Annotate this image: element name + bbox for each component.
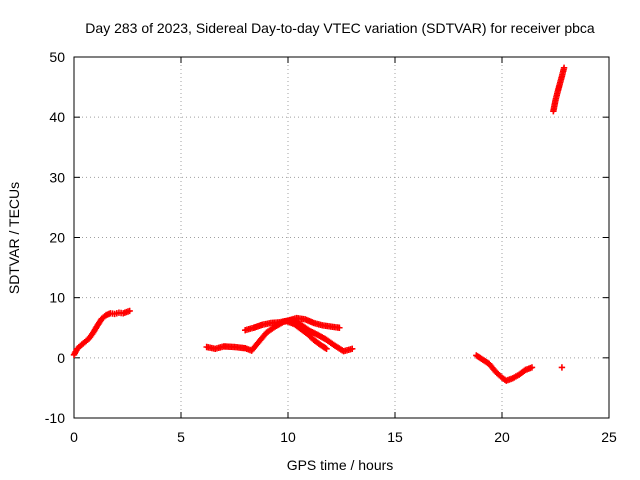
data-point [528,364,536,371]
data-point [560,64,568,72]
data-points [70,64,568,384]
data-point [558,364,566,371]
x-tick-label: 15 [387,429,403,445]
data-point [323,345,330,353]
data-point [336,324,343,331]
y-tick-label: 20 [49,230,65,246]
y-tick-label: 30 [49,169,65,185]
y-tick-label: 0 [57,350,65,366]
y-tick-label: 10 [49,290,65,306]
x-tick-label: 5 [177,429,185,445]
y-tick-label: 50 [49,49,65,65]
y-axis-label: SDTVAR / TECUs [6,182,22,294]
chart-title: Day 283 of 2023, Sidereal Day-to-day VTE… [85,20,595,36]
y-tick-label: -10 [45,410,65,426]
data-point [126,307,133,315]
x-tick-label: 25 [601,429,617,445]
x-tick-label: 10 [280,429,296,445]
grid-lines [74,57,609,418]
x-axis-label: GPS time / hours [287,457,394,473]
x-tick-label: 0 [70,429,78,445]
data-point [349,345,356,353]
x-tick-label: 20 [494,429,510,445]
axis-ticks: 0 5 10 15 20 25 -10 0 10 20 30 40 50 [45,49,617,445]
data-point [322,344,329,352]
y-tick-label: 40 [49,109,65,125]
